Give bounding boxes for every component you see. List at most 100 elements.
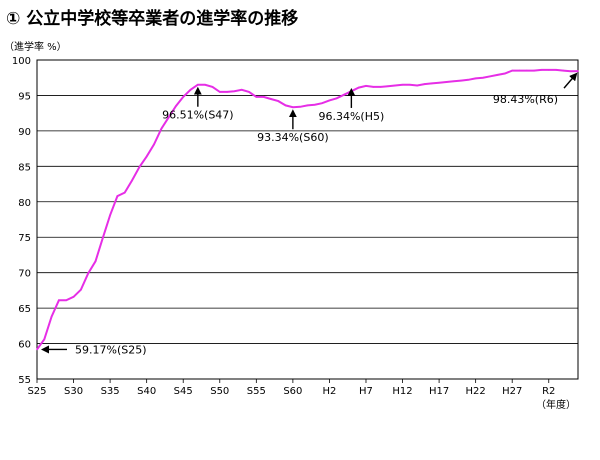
x-tick-label: S45 bbox=[174, 386, 193, 397]
data-point bbox=[306, 104, 309, 107]
data-point bbox=[474, 77, 477, 80]
data-points bbox=[36, 69, 579, 351]
y-axis-unit-label: （進学率 %） bbox=[4, 40, 67, 53]
x-tick-label: H27 bbox=[502, 386, 522, 397]
annotation-label: 96.34%(H5) bbox=[318, 110, 384, 123]
data-point bbox=[562, 69, 565, 72]
data-point bbox=[262, 96, 265, 98]
x-tick-label: S30 bbox=[64, 386, 83, 397]
data-point bbox=[167, 116, 170, 119]
x-axis-unit-label: （年度） bbox=[536, 398, 576, 411]
data-point bbox=[321, 102, 323, 104]
annotations: 59.17%(S25) 96.51%(S47) 93.34%(S60) 96.34%(… bbox=[41, 72, 578, 356]
x-tick-label: S25 bbox=[27, 386, 46, 397]
data-point bbox=[526, 69, 528, 72]
data-point bbox=[335, 97, 338, 100]
x-tick-label: S50 bbox=[210, 386, 229, 397]
data-point bbox=[175, 105, 177, 107]
y-tick-label: 90 bbox=[18, 127, 31, 138]
data-point bbox=[460, 79, 462, 82]
data-point bbox=[189, 89, 192, 91]
data-point bbox=[255, 96, 258, 98]
data-point bbox=[533, 69, 535, 72]
data-point bbox=[423, 83, 426, 85]
data-point bbox=[197, 83, 199, 86]
y-tick-label: 85 bbox=[18, 162, 31, 173]
data-point bbox=[240, 89, 243, 91]
data-point bbox=[131, 179, 133, 182]
data-point bbox=[226, 91, 228, 93]
data-point bbox=[182, 96, 184, 98]
data-point bbox=[284, 104, 287, 107]
y-tick-label: 100 bbox=[12, 56, 31, 67]
y-tick-label: 80 bbox=[18, 198, 31, 209]
data-point bbox=[416, 84, 419, 87]
annotation-label: 59.17%(S25) bbox=[75, 343, 147, 356]
data-point bbox=[504, 72, 506, 75]
y-tick-label: 55 bbox=[18, 375, 31, 386]
x-tick-label: H2 bbox=[322, 386, 336, 397]
y-tick-label: 65 bbox=[18, 304, 31, 315]
data-point bbox=[518, 69, 521, 72]
annotation-label: 93.34%(S60) bbox=[257, 131, 329, 144]
data-point bbox=[211, 86, 214, 88]
data-point bbox=[409, 84, 411, 86]
x-tick-label: S60 bbox=[283, 386, 302, 397]
x-tick-label: R2 bbox=[542, 386, 555, 397]
data-point bbox=[438, 81, 440, 84]
data-point bbox=[569, 70, 572, 73]
data-point bbox=[58, 299, 60, 302]
x-tick-label: S40 bbox=[137, 386, 156, 397]
data-point bbox=[445, 81, 448, 83]
data-point bbox=[431, 82, 433, 85]
data-point bbox=[540, 69, 543, 71]
data-point bbox=[219, 91, 221, 93]
x-tick-label: S55 bbox=[247, 386, 266, 397]
data-point bbox=[555, 69, 557, 71]
data-point bbox=[43, 338, 46, 341]
data-point bbox=[109, 214, 111, 216]
x-tick-label: H17 bbox=[429, 386, 449, 397]
data-point bbox=[511, 69, 513, 72]
data-point bbox=[87, 272, 89, 275]
data-point bbox=[277, 100, 280, 102]
data-point bbox=[577, 70, 579, 72]
data-point bbox=[452, 80, 455, 83]
data-point bbox=[72, 296, 75, 298]
annotation-label: 96.51%(S47) bbox=[162, 109, 234, 122]
x-tick-label: H12 bbox=[392, 386, 412, 397]
data-point bbox=[372, 86, 375, 88]
page-title: ① 公立中学校等卒業者の進学率の推移 bbox=[6, 9, 299, 29]
y-tick-label: 75 bbox=[18, 233, 31, 244]
data-point bbox=[482, 76, 484, 79]
data-point bbox=[233, 90, 236, 92]
x-tick-label: S35 bbox=[101, 386, 120, 397]
data-point bbox=[204, 84, 206, 86]
data-point bbox=[328, 99, 331, 102]
data-point bbox=[80, 288, 82, 291]
data-point bbox=[94, 260, 97, 263]
grid-lines bbox=[37, 95, 578, 344]
data-point bbox=[548, 69, 550, 71]
data-point bbox=[379, 86, 382, 88]
data-point bbox=[401, 84, 404, 86]
data-point bbox=[387, 85, 389, 87]
data-point bbox=[36, 348, 38, 351]
x-tick-label: H22 bbox=[466, 386, 486, 397]
data-point bbox=[145, 155, 148, 158]
data-point bbox=[50, 315, 53, 318]
data-point bbox=[160, 128, 163, 130]
x-tick-label: H7 bbox=[359, 386, 373, 397]
y-tick-label: 70 bbox=[18, 269, 31, 280]
plot-area bbox=[36, 59, 579, 380]
data-point bbox=[467, 79, 470, 81]
y-tick-label: 60 bbox=[18, 340, 31, 351]
y-tick-label: 95 bbox=[18, 91, 31, 102]
data-point bbox=[102, 237, 104, 239]
data-point bbox=[496, 74, 499, 76]
y-axis: 55 60 65 70 75 80 85 90 95 100 bbox=[12, 56, 31, 386]
data-point bbox=[357, 86, 360, 89]
data-point bbox=[248, 91, 250, 93]
data-point bbox=[343, 93, 345, 96]
